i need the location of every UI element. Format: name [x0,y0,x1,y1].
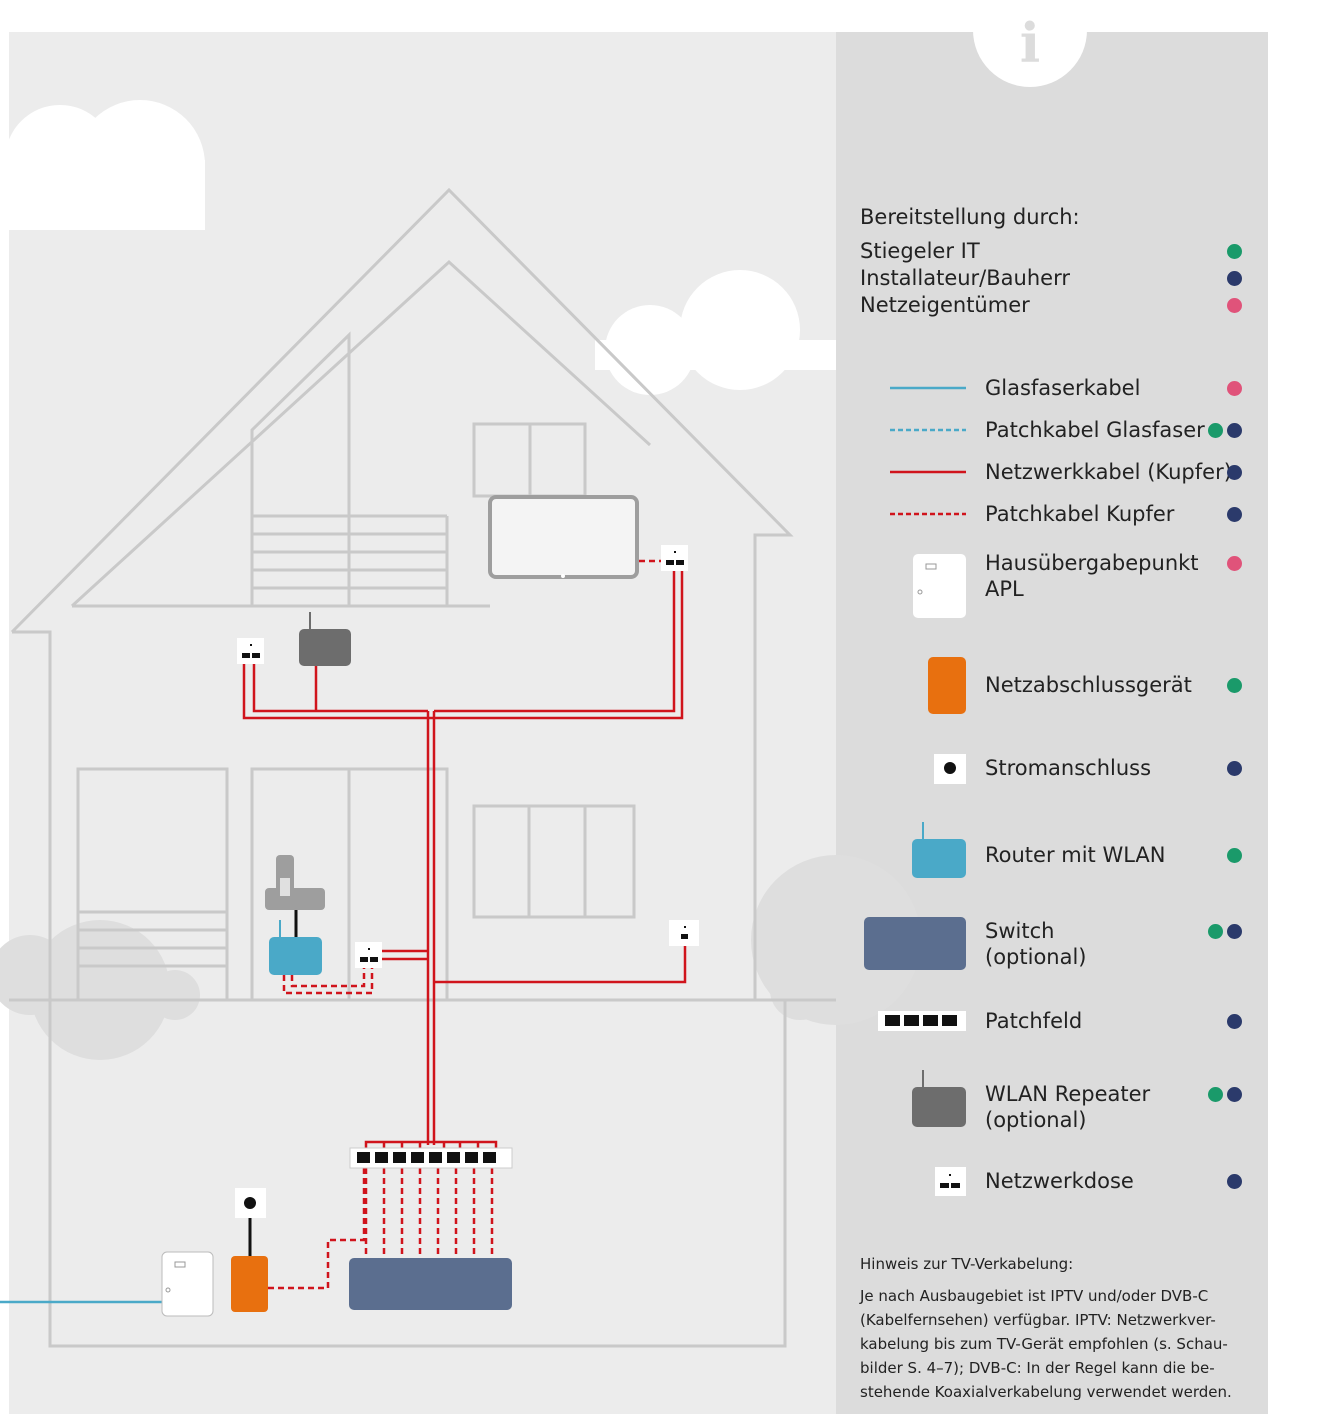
legend-label: Patchkabel Glasfaser [985,417,1205,443]
provider-dot [1227,1014,1242,1029]
legend-label: (optional) [985,944,1087,970]
note-line: (Kabelfernsehen) verfügbar. IPTV: Netzwe… [860,1310,1216,1331]
provider-dot [1227,678,1242,693]
legend-label: Switch [985,918,1054,944]
legend-label: (optional) [985,1107,1087,1133]
note-line: kabelung bis zum TV-Gerät empfohlen (s. … [860,1334,1228,1355]
provider-dot [1227,244,1242,259]
provider-dot [1208,423,1223,438]
background [9,32,836,1414]
provider-title: Bereitstellung durch: [860,204,1080,230]
legend-label: Glasfaserkabel [985,375,1140,401]
note-line: Je nach Ausbaugebiet ist IPTV und/oder D… [860,1286,1208,1307]
legend-label: Stromanschluss [985,755,1151,781]
legend-label: APL [985,576,1024,602]
note-line: stehende Koaxialverkabelung verwendet we… [860,1382,1232,1403]
note-title: Hinweis zur TV-Verkabelung: [860,1254,1073,1275]
apl [162,1252,213,1316]
legend-label: Netzabschlussgerät [985,672,1192,698]
legend-label: Router mit WLAN [985,842,1166,868]
provider-dot [1208,1087,1223,1102]
provider-dot [1227,423,1242,438]
provider-dot [1227,1087,1242,1102]
legend-label: Patchkabel Kupfer [985,501,1174,527]
provider-dot [1227,556,1242,571]
provider-label: Stiegeler IT [860,238,980,264]
provider-dot [1227,1174,1242,1189]
legend-label: Hausübergabepunkt [985,550,1199,576]
provider-label: Netzeigentümer [860,292,1030,318]
legend-label: Patchfeld [985,1008,1082,1034]
provider-dot [1227,298,1242,313]
provider-label: Installateur/Bauherr [860,265,1070,291]
page: Netzwerk-Schaubild {"providers": {"title… [0,0,1338,1414]
legend-label: Netzwerkdose [985,1168,1134,1194]
note-line: bilder S. 4–7); DVB-C: In der Regel kann… [860,1358,1215,1379]
patch-panel [350,1148,512,1168]
legend-label: WLAN Repeater [985,1081,1150,1107]
info-icon: i [1020,11,1041,75]
power-socket [235,1188,266,1218]
page-body: i [0,0,1338,1414]
tv-led [561,574,565,578]
diagram: i [0,0,1338,1414]
provider-dot [1227,761,1242,776]
provider-dot [1227,465,1242,480]
tv [490,497,637,577]
switch [349,1258,512,1310]
provider-dot [1227,848,1242,863]
provider-dot [1227,271,1242,286]
ont [231,1256,268,1312]
legend-label: Netzwerkkabel (Kupfer) [985,459,1232,485]
provider-dot [1208,924,1223,939]
provider-dot [1227,507,1242,522]
provider-dot [1227,924,1242,939]
provider-dot [1227,381,1242,396]
